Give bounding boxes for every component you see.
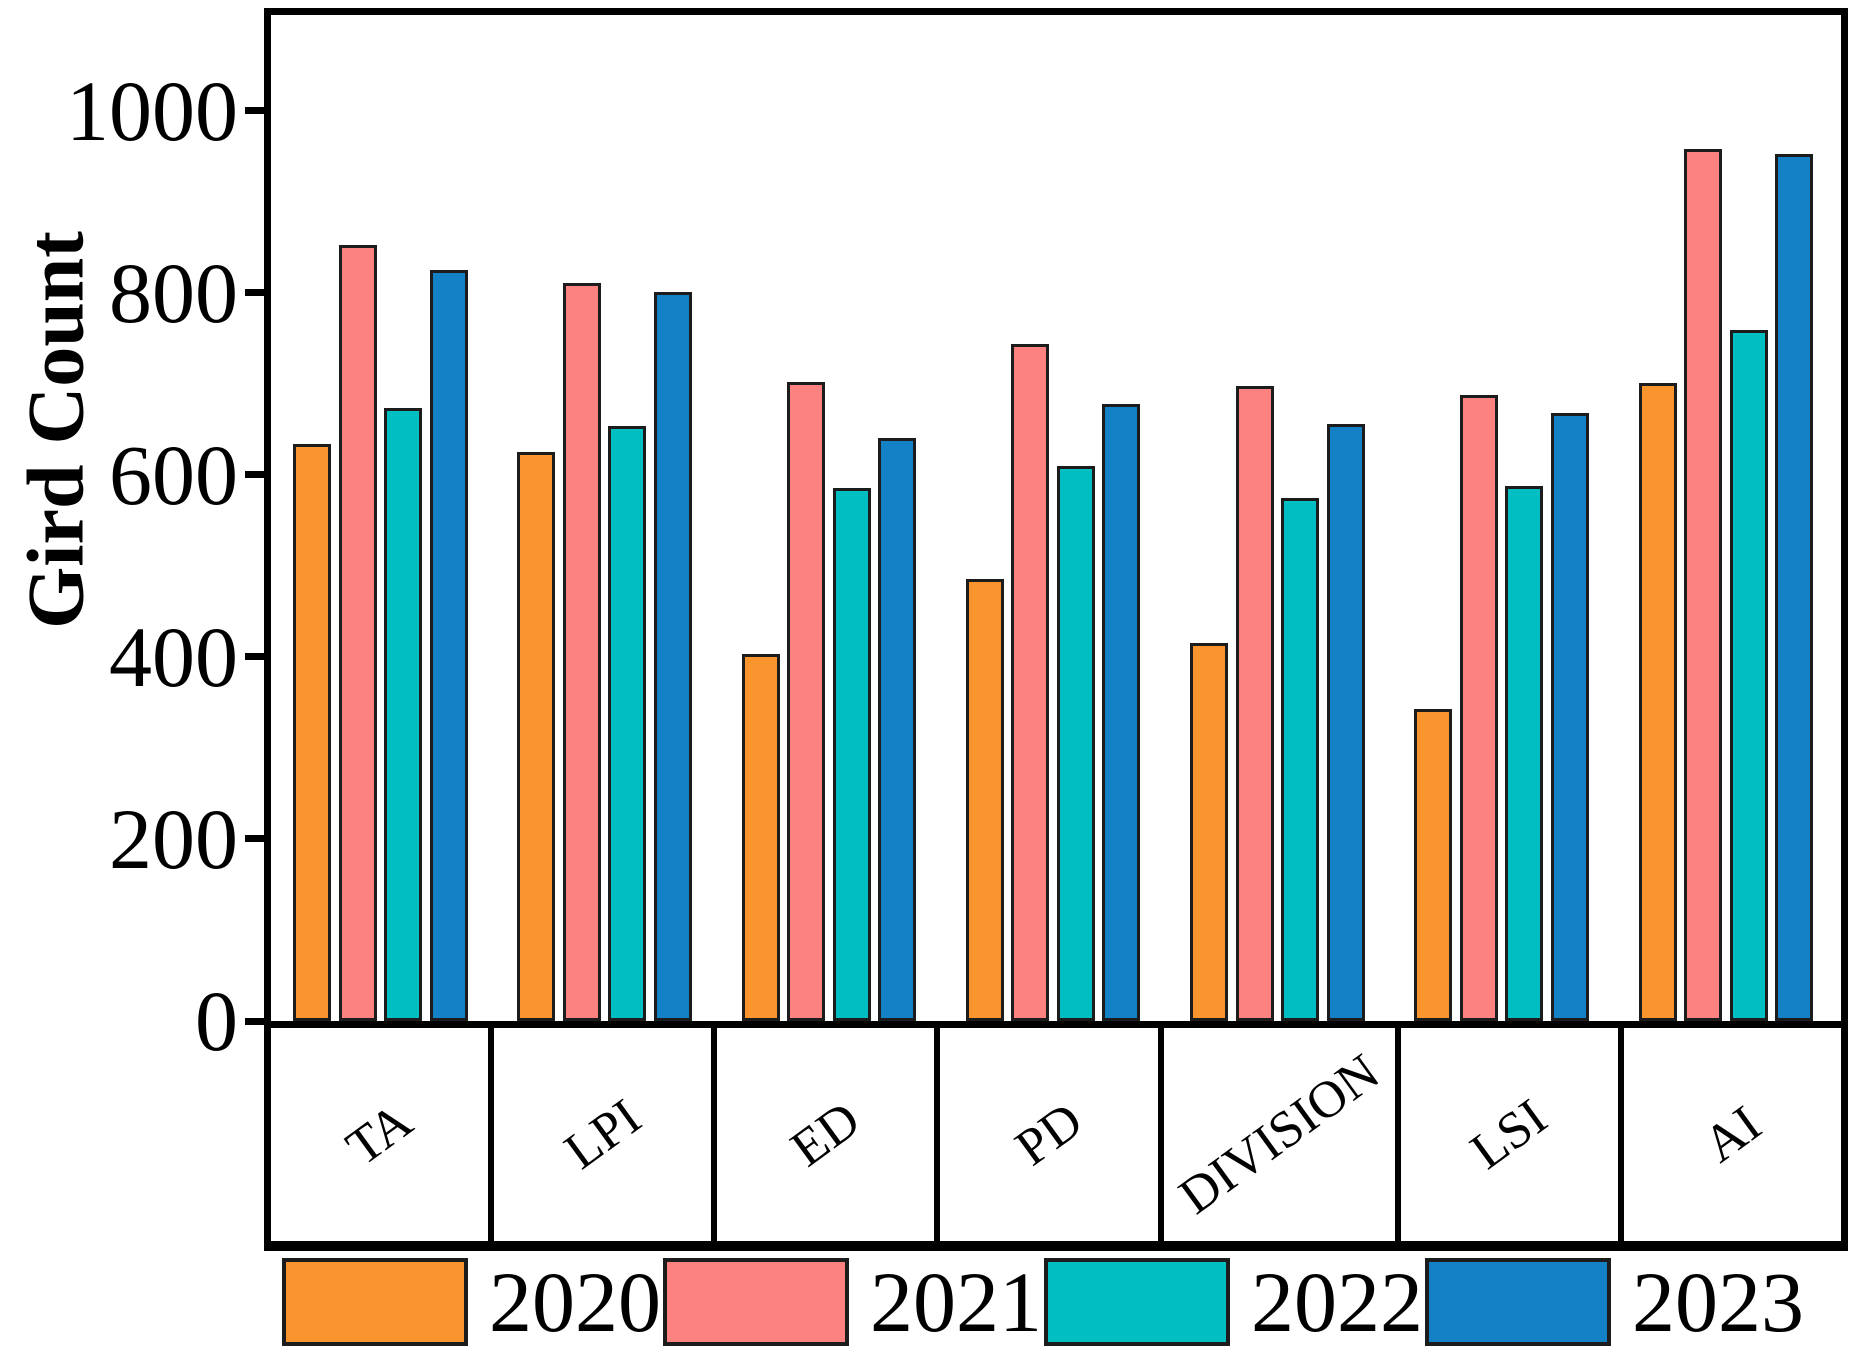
- category-cell-LSI: LSI: [1401, 1028, 1624, 1241]
- category-label: PD: [1005, 1091, 1093, 1178]
- bar-LSI-2022: [1505, 485, 1544, 1021]
- bar-ED-2021: [787, 381, 826, 1021]
- bar-PD-2023: [1102, 403, 1141, 1021]
- category-label: ED: [781, 1091, 871, 1178]
- legend-label-2022: 2022: [1251, 1254, 1423, 1350]
- category-cell-AI: AI: [1624, 1028, 1841, 1241]
- bar-LPI-2021: [562, 282, 601, 1021]
- y-tick-label: 400: [109, 608, 238, 705]
- category-cell-DIVISION: DIVISION: [1164, 1028, 1401, 1241]
- bar-PD-2021: [1011, 343, 1050, 1021]
- plot-area: [264, 8, 1848, 1028]
- y-tick-mark: [245, 107, 269, 115]
- bar-LPI-2020: [517, 452, 556, 1021]
- category-cell-TA: TA: [271, 1028, 495, 1241]
- bar-ED-2020: [741, 654, 780, 1021]
- x-axis-category-row: TA LPI ED PD DIVISION LSI AI: [264, 1021, 1848, 1251]
- legend-entry-2020: 2020: [282, 1250, 661, 1354]
- legend-label-2020: 2020: [489, 1254, 661, 1350]
- category-cell-PD: PD: [940, 1028, 1164, 1241]
- legend-entry-2022: 2022: [1044, 1250, 1423, 1354]
- legend-label-2021: 2021: [870, 1254, 1042, 1350]
- category-label: TA: [336, 1092, 423, 1177]
- category-label: LPI: [554, 1088, 652, 1181]
- legend-label-2023: 2023: [1632, 1254, 1804, 1350]
- bar-PD-2020: [965, 578, 1004, 1021]
- bar-PD-2022: [1056, 465, 1095, 1021]
- bar-LPI-2023: [653, 291, 692, 1021]
- category-label: AI: [1693, 1095, 1772, 1174]
- bar-DIVISION-2021: [1235, 386, 1274, 1021]
- bar-LSI-2023: [1550, 412, 1589, 1021]
- y-tick-mark: [245, 289, 269, 297]
- bar-LPI-2022: [608, 425, 647, 1021]
- category-label: LSI: [1460, 1088, 1558, 1181]
- bar-TA-2020: [293, 443, 331, 1021]
- bar-DIVISION-2023: [1326, 423, 1365, 1021]
- category-label: DIVISION: [1168, 1043, 1390, 1226]
- legend-entry-2021: 2021: [663, 1250, 1042, 1354]
- bar-LSI-2021: [1459, 394, 1498, 1021]
- legend-entry-2023: 2023: [1425, 1250, 1804, 1354]
- bar-AI-2021: [1684, 148, 1723, 1021]
- bar-TA-2022: [384, 408, 422, 1021]
- bar-TA-2023: [429, 269, 468, 1021]
- bar-ED-2022: [832, 488, 871, 1021]
- legend-swatch-2020: [282, 1258, 468, 1346]
- category-cell-ED: ED: [717, 1028, 941, 1241]
- bar-ED-2023: [878, 438, 917, 1021]
- y-tick-label: 600: [109, 426, 238, 523]
- y-tick-label: 200: [109, 790, 238, 887]
- bar-AI-2023: [1775, 154, 1814, 1021]
- legend-swatch-2022: [1044, 1258, 1230, 1346]
- y-tick-mark: [245, 1017, 269, 1025]
- legend-swatch-2021: [663, 1258, 849, 1346]
- y-tick-label: 800: [109, 244, 238, 341]
- bar-AI-2020: [1638, 382, 1677, 1021]
- legend-swatch-2023: [1425, 1258, 1611, 1346]
- bar-AI-2022: [1729, 330, 1768, 1021]
- bar-LSI-2020: [1414, 708, 1453, 1021]
- y-tick-mark: [245, 835, 269, 843]
- y-tick-mark: [245, 653, 269, 661]
- category-cell-LPI: LPI: [494, 1028, 718, 1241]
- legend: 2020 2021 2022 2023: [264, 1250, 1864, 1356]
- y-tick-mark: [245, 471, 269, 479]
- bar-TA-2021: [338, 245, 377, 1021]
- bar-DIVISION-2022: [1281, 498, 1320, 1021]
- y-tick-label: 0: [195, 973, 238, 1069]
- bar-DIVISION-2020: [1190, 643, 1229, 1021]
- y-tick-label: 1000: [66, 62, 238, 159]
